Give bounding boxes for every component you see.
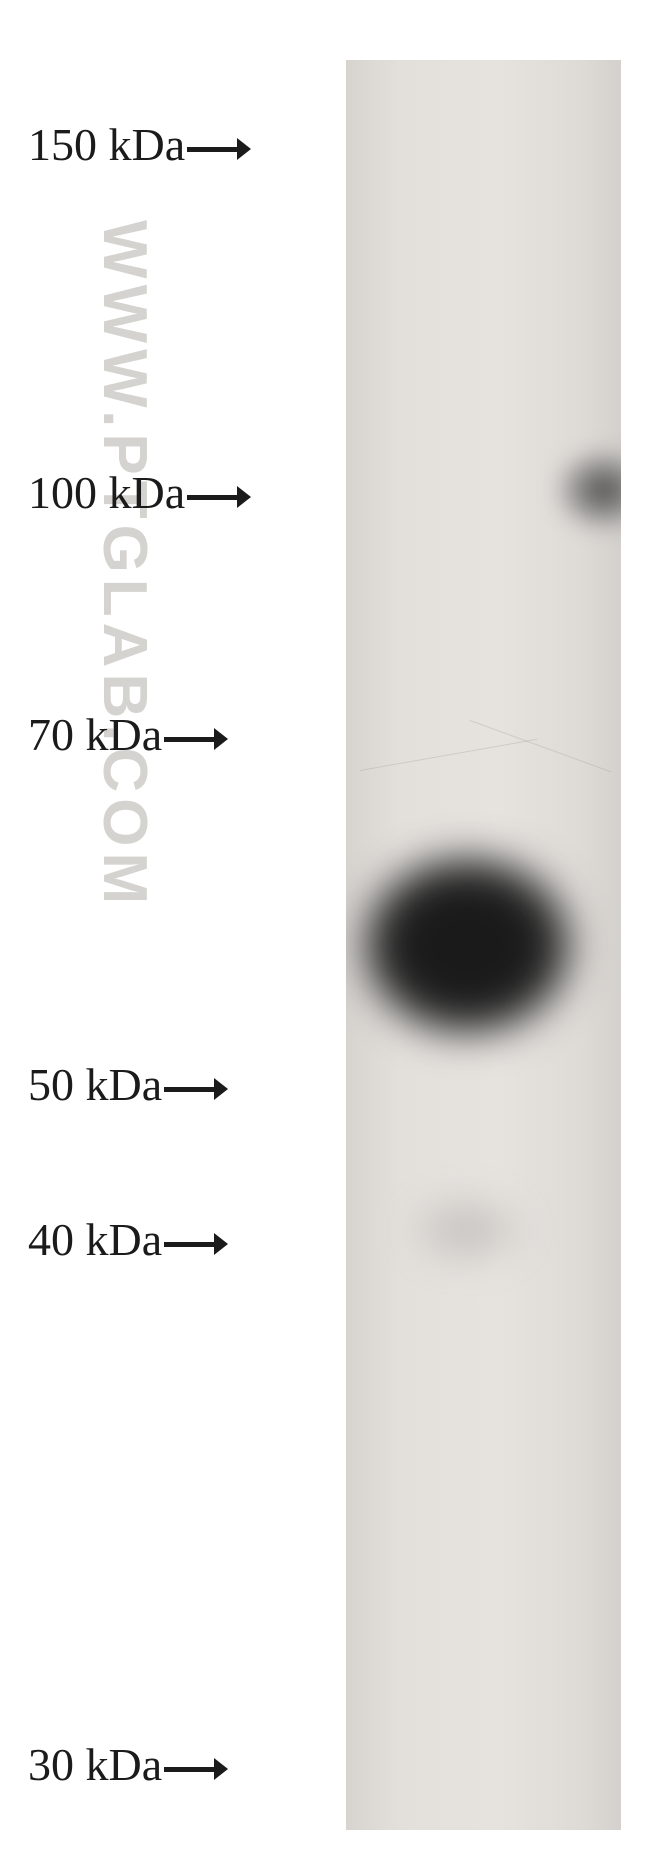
arrow-right-icon — [187, 466, 251, 519]
arrow-right-icon — [164, 1058, 228, 1111]
mw-marker-label: 150 kDa — [28, 118, 185, 171]
mw-marker: 100 kDa — [28, 466, 251, 519]
mw-marker-labels: 150 kDa 100 kDa 70 kDa 50 kDa 40 kDa 30 kDa — [0, 0, 650, 1855]
mw-marker-label: 100 kDa — [28, 466, 185, 519]
mw-marker: 50 kDa — [28, 1058, 228, 1111]
arrow-right-icon — [187, 118, 251, 171]
mw-marker: 150 kDa — [28, 118, 251, 171]
arrow-right-icon — [164, 1738, 228, 1791]
western-blot-figure: WWW.PTGLAB.COM 150 kDa100 kDa70 kDa50 kD… — [0, 0, 650, 1855]
mw-marker: 70 kDa — [28, 708, 228, 761]
mw-marker-label: 50 kDa — [28, 1058, 162, 1111]
mw-marker-label: 70 kDa — [28, 708, 162, 761]
mw-marker-label: 30 kDa — [28, 1738, 162, 1791]
mw-marker: 30 kDa — [28, 1738, 228, 1791]
arrow-right-icon — [164, 708, 228, 761]
mw-marker: 40 kDa — [28, 1213, 228, 1266]
arrow-right-icon — [164, 1213, 228, 1266]
mw-marker-label: 40 kDa — [28, 1213, 162, 1266]
